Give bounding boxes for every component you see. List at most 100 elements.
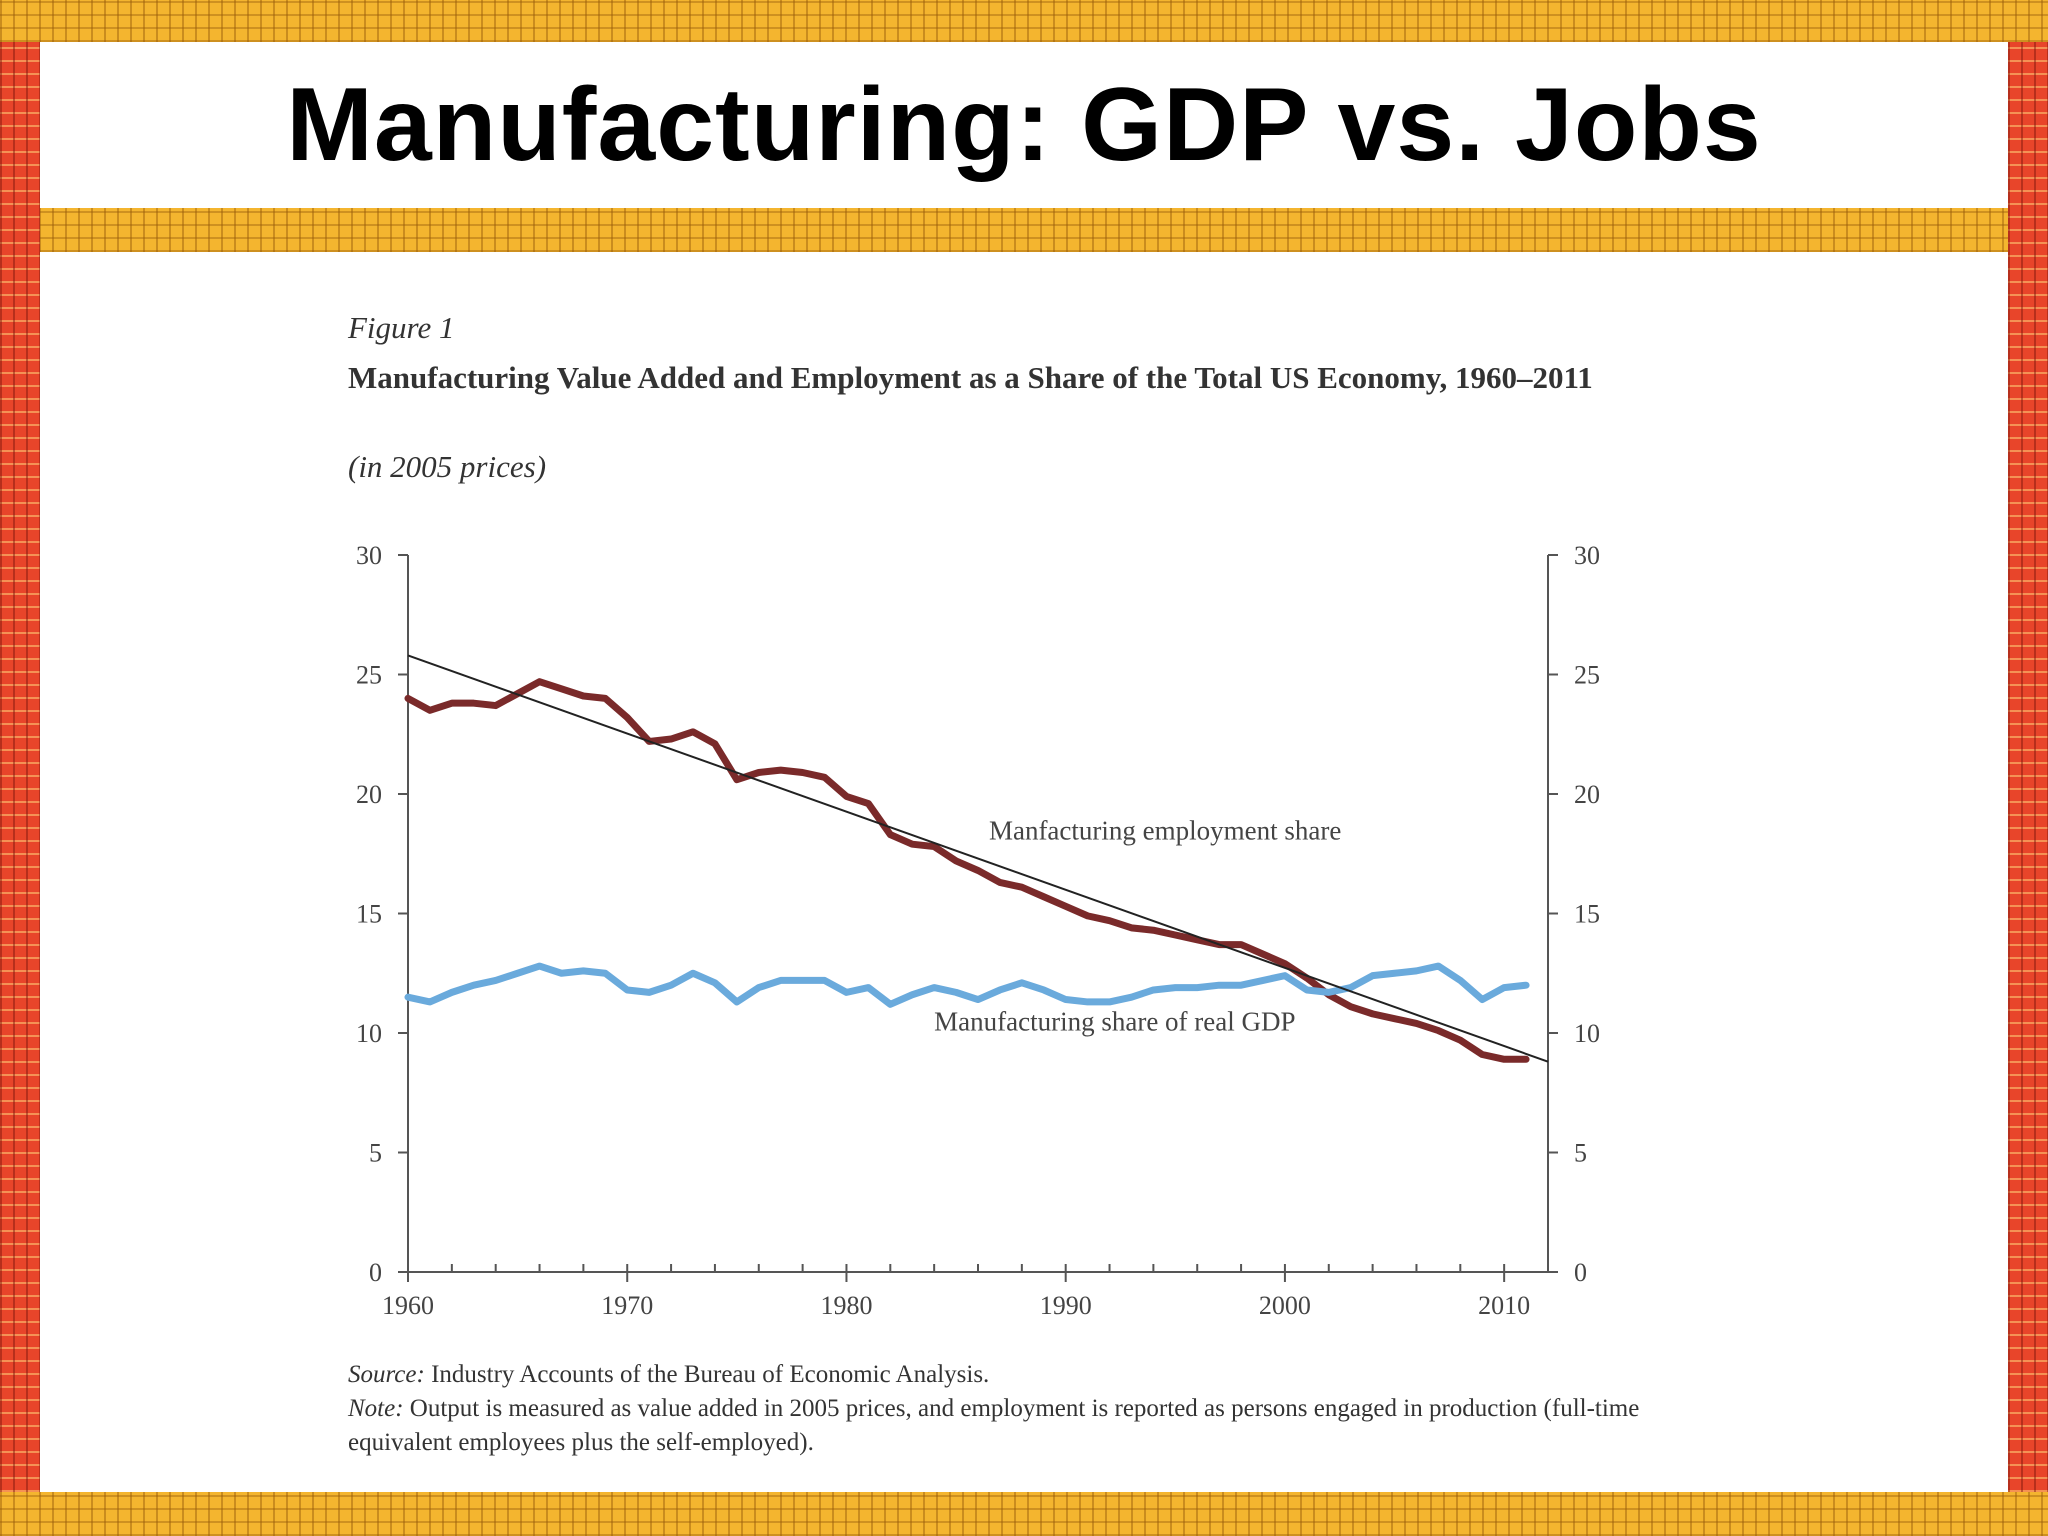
gdp-share-point: [1392, 970, 1398, 976]
gdp-share-point: [1479, 997, 1485, 1003]
y-tick-label-right: 5: [1574, 1139, 1587, 1168]
y-tick-label-left: 10: [356, 1019, 382, 1048]
employment-share-point: [843, 793, 849, 799]
gdp-share-point: [887, 1001, 893, 1007]
employment-share-point: [668, 736, 674, 742]
figure-label: Figure 1: [348, 310, 455, 345]
employment-share-point: [624, 715, 630, 721]
gdp-share-point: [734, 999, 740, 1005]
employment-share-point: [690, 729, 696, 735]
employment-share-line: [404, 678, 1530, 1063]
employment-share-point: [1128, 925, 1134, 931]
employment-share-point: [1260, 951, 1266, 957]
employment-share-point: [1435, 1028, 1441, 1034]
gdp-share-line: [404, 962, 1530, 1008]
frame-right-border: [2008, 42, 2048, 1492]
employment-share-point: [1348, 1004, 1354, 1010]
employment-share-point: [1457, 1037, 1463, 1043]
gdp-share-point: [515, 970, 521, 976]
note-text: Output is measured as value added in 200…: [348, 1395, 1640, 1456]
y-tick-label-right: 25: [1574, 661, 1600, 690]
employment-share-point: [493, 703, 499, 709]
employment-share-point: [1413, 1020, 1419, 1026]
x-tick-label: 1990: [1040, 1291, 1092, 1320]
gdp-share-point: [624, 987, 630, 993]
x-tick-label: 1980: [820, 1291, 872, 1320]
gdp-share-point: [1523, 982, 1529, 988]
gdp-share-point: [1128, 994, 1134, 1000]
gdp-share-point: [997, 987, 1003, 993]
employment-share-point: [1172, 932, 1178, 938]
gdp-share-point: [843, 989, 849, 995]
y-tick-label-right: 15: [1574, 900, 1600, 929]
frame-bottom-band: [0, 1492, 2048, 1536]
employment-share-point: [1085, 913, 1091, 919]
employment-share-point: [953, 858, 959, 864]
gdp-share-point: [1238, 982, 1244, 988]
frame-left-border: [0, 42, 40, 1492]
employment-share-point: [1370, 1011, 1376, 1017]
gdp-share-point: [1435, 963, 1441, 969]
employment-share-point: [471, 700, 477, 706]
employment-share-point: [822, 774, 828, 780]
slide-title: Manufacturing: GDP vs. Jobs: [286, 66, 1762, 183]
x-tick-label: 1970: [601, 1291, 653, 1320]
employment-trend-line: [407, 654, 1549, 1063]
gdp-share-point: [1304, 987, 1310, 993]
employment-share-point: [1063, 903, 1069, 909]
y-tick-label-right: 10: [1574, 1019, 1600, 1048]
figure-notes: Source: Industry Accounts of the Bureau …: [348, 1358, 1688, 1460]
note-label: Note:: [348, 1395, 404, 1422]
gdp-share-point: [1063, 997, 1069, 1003]
employment-share-point: [909, 841, 915, 847]
gdp-share-point: [558, 970, 564, 976]
y-tick-label-left: 20: [356, 780, 382, 809]
employment-share-point: [1523, 1056, 1529, 1062]
employment-share-point: [997, 879, 1003, 885]
employment-share-point: [1282, 961, 1288, 967]
gdp-share-point: [1260, 977, 1266, 983]
employment-share-point: [756, 769, 762, 775]
gdp-share-point: [756, 985, 762, 991]
employment-share-point: [427, 707, 433, 713]
employment-share-point: [405, 695, 411, 701]
employment-series-label: Manfacturing employment share: [989, 815, 1341, 845]
employment-share-point: [865, 801, 871, 807]
gdp-share-point: [1085, 999, 1091, 1005]
gdp-share-point: [1501, 985, 1507, 991]
employment-share-point: [1041, 894, 1047, 900]
title-panel: Manufacturing: GDP vs. Jobs: [40, 42, 2008, 208]
source-label: Source:: [348, 1361, 425, 1388]
x-tick-label: 2010: [1478, 1291, 1530, 1320]
gdp-share-point: [427, 999, 433, 1005]
gdp-share-point: [822, 977, 828, 983]
gdp-share-point: [712, 980, 718, 986]
gdp-share-point: [1370, 973, 1376, 979]
x-tick-label: 1960: [382, 1291, 434, 1320]
employment-share-point: [537, 679, 543, 685]
employment-share-point: [712, 741, 718, 747]
gdp-share-point: [690, 970, 696, 976]
employment-share-point: [1150, 927, 1156, 933]
employment-share-point: [1501, 1056, 1507, 1062]
gdp-share-point: [405, 994, 411, 1000]
figure-panel: Figure 1 Manufacturing Value Added and E…: [40, 252, 2008, 1492]
gdp-share-point: [865, 985, 871, 991]
y-tick-label-right: 20: [1574, 780, 1600, 809]
gdp-share-point: [580, 968, 586, 974]
gdp-share-point: [1150, 987, 1156, 993]
employment-share-point: [580, 693, 586, 699]
employment-share-point: [1392, 1016, 1398, 1022]
gdp-share-point: [646, 989, 652, 995]
gdp-share-point: [1041, 987, 1047, 993]
employment-share-point: [931, 844, 937, 850]
employment-share-point: [1019, 884, 1025, 890]
gdp-share-point: [1107, 999, 1113, 1005]
gdp-share-point: [449, 989, 455, 995]
figure-subtitle: (in 2005 prices): [348, 449, 547, 484]
gdp-share-point: [1282, 973, 1288, 979]
y-tick-label-left: 25: [356, 661, 382, 690]
source-line: Source: Industry Accounts of the Bureau …: [348, 1358, 1688, 1392]
y-tick-label-right: 30: [1574, 541, 1600, 570]
source-text: Industry Accounts of the Bureau of Econo…: [431, 1361, 990, 1388]
